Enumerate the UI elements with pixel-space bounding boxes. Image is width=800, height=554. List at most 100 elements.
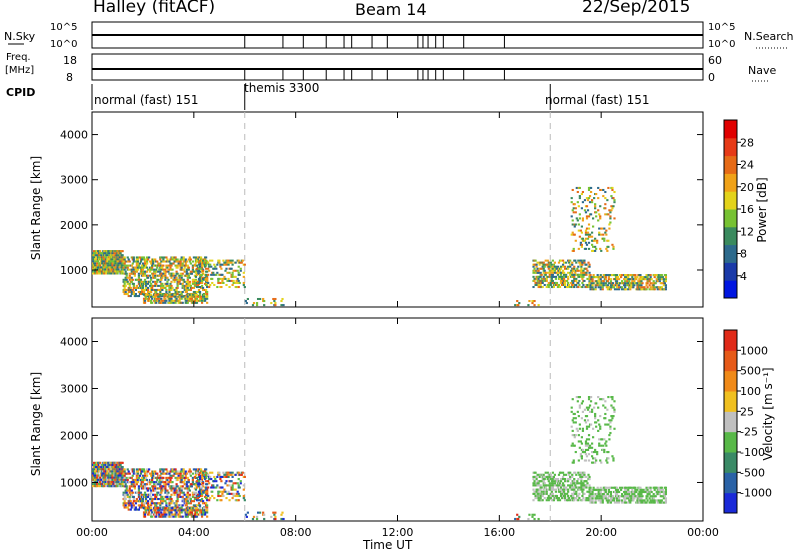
freq-label-2: [MHz] <box>5 65 35 76</box>
echo-cell <box>577 482 580 485</box>
echo-cell <box>204 513 207 516</box>
echo-cell <box>208 269 211 272</box>
echo-cell <box>166 266 169 269</box>
echo-cell <box>237 265 240 268</box>
echo-cell <box>94 260 97 263</box>
echo-cell <box>577 281 580 284</box>
echo-cell <box>164 297 167 300</box>
echo-cell <box>162 264 165 267</box>
echo-cell <box>580 259 583 262</box>
echo-cell <box>104 468 107 471</box>
echo-cell <box>143 487 147 490</box>
echo-cell <box>160 481 163 484</box>
echo-cell <box>170 288 173 291</box>
echo-cell <box>200 494 204 498</box>
echo-cell <box>543 283 546 287</box>
y-tick-label: 3000 <box>60 382 88 395</box>
freq-panel-frame <box>91 53 704 81</box>
echo-cell <box>560 283 564 287</box>
echo-cell <box>554 488 558 491</box>
echo-cell <box>198 489 202 492</box>
echo-cell <box>273 300 276 303</box>
echo-cell <box>206 506 209 509</box>
echo-cell <box>555 281 559 284</box>
colorbar-segment <box>724 472 737 494</box>
echo-cell <box>181 290 184 294</box>
nave-label: Nave <box>748 64 777 77</box>
echo-cell <box>211 281 214 284</box>
echo-cell <box>627 288 630 291</box>
echo-cell <box>554 277 558 280</box>
echo-cell <box>516 300 519 303</box>
echo-cell <box>280 517 283 521</box>
colorbar-segment <box>724 492 737 514</box>
echo-cell <box>531 300 534 303</box>
echo-cell <box>139 472 143 475</box>
echo-cell <box>198 475 202 479</box>
echo-cell <box>204 265 207 268</box>
echo-cell <box>225 480 228 483</box>
echo-cell <box>130 476 133 479</box>
colorbar-tick-label: 24 <box>740 159 754 172</box>
echo-cell <box>582 283 585 287</box>
echo-cell <box>194 473 198 476</box>
echo-cell <box>148 256 151 259</box>
echo-cell <box>617 501 621 504</box>
echo-cell <box>206 276 209 279</box>
echo-cell <box>154 487 157 490</box>
echo-cell <box>200 279 204 282</box>
echo-cell <box>625 278 628 281</box>
echo-cell <box>164 301 167 304</box>
echo-cell <box>194 279 198 282</box>
echo-cell <box>149 280 152 283</box>
echo-cell <box>643 286 646 289</box>
echo-cell <box>202 293 206 296</box>
echo-cell <box>612 499 616 502</box>
echo-cell <box>643 499 646 502</box>
echo-cell <box>231 259 234 262</box>
echo-cell <box>596 284 599 287</box>
echo-cell <box>604 417 607 420</box>
echo-cell <box>618 486 622 489</box>
echo-cell <box>551 269 554 272</box>
echo-cell <box>239 480 242 483</box>
echo-cell <box>195 264 199 267</box>
echo-cell <box>573 486 576 489</box>
echo-cell <box>649 274 652 277</box>
echo-cell <box>150 472 153 475</box>
echo-cell <box>143 266 147 269</box>
echo-cell <box>216 475 219 479</box>
echo-cell <box>560 490 564 493</box>
echo-cell <box>663 495 666 498</box>
echo-cell <box>621 286 624 289</box>
echo-cell <box>196 286 200 289</box>
echo-cell <box>599 499 602 502</box>
echo-cell <box>218 490 221 493</box>
echo-cell <box>170 497 173 501</box>
echo-cell <box>130 268 133 271</box>
echo-cell <box>149 483 152 486</box>
echo-cell <box>170 502 173 505</box>
echo-cell <box>612 284 616 287</box>
echo-cell <box>599 247 602 250</box>
echo-cell <box>116 254 119 257</box>
echo-cell <box>132 481 135 484</box>
echo-cell <box>200 478 204 482</box>
echo-cell <box>609 288 613 291</box>
echo-cell <box>570 425 573 428</box>
echo-cell <box>549 271 552 274</box>
echo-cell <box>603 237 606 240</box>
echo-cell <box>569 271 572 274</box>
echo-cell <box>612 286 616 289</box>
echo-cell <box>175 297 178 300</box>
echo-cell <box>162 272 165 275</box>
echo-cell <box>132 282 135 285</box>
echo-cell <box>608 227 611 230</box>
echo-cell <box>565 473 568 476</box>
echo-cell <box>615 278 619 281</box>
echo-cell <box>185 260 188 263</box>
echo-cell <box>159 280 162 283</box>
echo-cell <box>599 490 602 494</box>
echo-cell <box>631 488 634 491</box>
echo-cell <box>108 463 111 467</box>
